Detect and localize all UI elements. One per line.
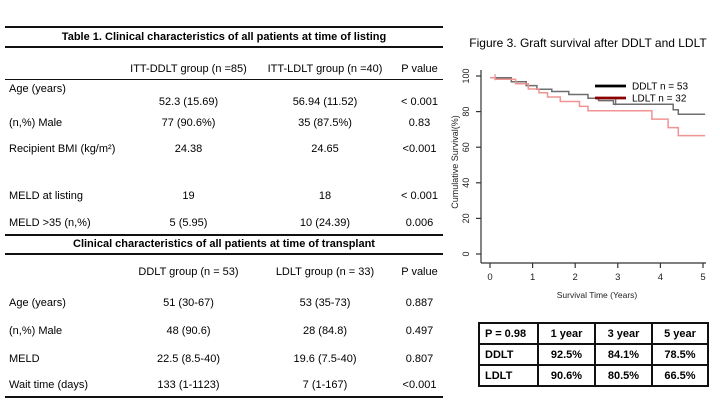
table-row: MELD at listing 19 18 < 0.001 <box>5 164 443 211</box>
cell-pvalue: 0.807 <box>405 353 434 365</box>
col-header-ittddlt: ITT-DDLT group (n =85) <box>123 48 254 80</box>
cell-pvalue: 0.006 <box>405 216 434 229</box>
table1-listing: ITT-DDLT group (n =85) ITT-LDLT group (n… <box>5 48 443 234</box>
cell-pvalue: < 0.001 <box>400 96 438 108</box>
table2-transplant: DDLT group (n = 53) LDLT group (n = 33) … <box>5 255 443 398</box>
survival-table-ldlt-row: LDLT 90.6% 80.5% 66.5% <box>478 364 709 387</box>
legend-label-ldlt: LDLT n = 32 <box>632 94 687 105</box>
cell-pvalue: <0.001 <box>402 378 437 391</box>
cell-value: 90.6% <box>537 364 596 387</box>
y-tick-label: 20 <box>461 213 471 223</box>
table-row: MELD >35 (n,%) 5 (5.95) 10 (24.39) 0.006 <box>5 211 443 234</box>
col-header-ldlt: LDLT group (n = 33) <box>275 265 375 278</box>
table-row: Recipient BMI (kg/m²) 24.38 24.65 <0.001 <box>5 134 443 164</box>
x-tick-label: 1 <box>530 272 535 283</box>
cell-pvalue: 0.83 <box>408 117 431 129</box>
cell-label: Recipient BMI (kg/m²) <box>9 143 116 155</box>
cell-pvalue: < 0.001 <box>400 190 438 202</box>
cell-pvalue: 0.887 <box>405 296 434 309</box>
y-tick-label: 60 <box>461 142 471 152</box>
table1-header-row: ITT-DDLT group (n =85) ITT-LDLT group (n… <box>5 48 443 80</box>
cell-pvalue-overall: P = 0.98 <box>478 322 539 345</box>
cell-ldlt: 53 (35-73) <box>299 296 351 309</box>
cell-label: MELD at listing <box>9 190 83 202</box>
x-tick-label: 0 <box>487 272 492 283</box>
cell-series: LDLT <box>478 364 539 387</box>
clinical-tables-panel: Table 1. Clinical characteristics of all… <box>5 26 443 398</box>
cell-ldlt: 24.65 <box>311 143 339 155</box>
km-survival-plot: 0 20 40 60 80 100 0 1 2 3 4 5 Cumulative Survival(%)… <box>450 68 706 300</box>
y-tick-label: 0 <box>461 251 471 256</box>
cell-ldlt: 18 <box>318 190 332 202</box>
cell-3year-header: 3 year <box>594 322 653 345</box>
cell-ddlt: 52.3 (15.69) <box>158 96 219 108</box>
cell-series: DDLT <box>478 343 539 366</box>
survival-rate-table: P = 0.98 1 year 3 year 5 year DDLT 92.5%… <box>478 322 709 387</box>
cell-label: Age (years) <box>9 296 66 309</box>
cell-ldlt: 10 (24.39) <box>299 216 351 229</box>
cell-value: 80.5% <box>594 364 653 387</box>
col-header-pvalue: P value <box>396 48 443 80</box>
table2-header-row: DDLT group (n = 53) LDLT group (n = 33) … <box>5 255 443 288</box>
x-tick-label: 3 <box>615 272 620 283</box>
cell-1year-header: 1 year <box>537 322 596 345</box>
km-curve-ldlt <box>490 77 706 137</box>
cell-label: MELD >35 (n,%) <box>9 216 91 229</box>
table-row: Age (years) 52.3 (15.69) 56.94 (11.52) <… <box>5 80 443 113</box>
cell-ldlt: 7 (1-167) <box>302 378 348 391</box>
col-header-ddlt: DDLT group (n = 53) <box>138 265 239 278</box>
cell-ldlt: 19.6 (7.5-40) <box>293 353 357 365</box>
cell-ddlt: 133 (1-1123) <box>157 378 220 391</box>
cell-ddlt: 19 <box>182 190 195 202</box>
cell-ddlt: 51 (30-67) <box>163 296 214 309</box>
col-header-empty <box>5 255 123 288</box>
survival-table-ddlt-row: DDLT 92.5% 84.1% 78.5% <box>478 343 709 366</box>
table-row: Wait time (days) 133 (1-1123) 7 (1-167) … <box>5 373 443 397</box>
cell-label: MELD <box>9 353 40 365</box>
y-tick-label: 80 <box>461 107 471 117</box>
table-row: (n,%) Male 77 (90.6%) 35 (87.5%) 0.83 <box>5 112 443 134</box>
cell-ddlt: 24.38 <box>174 143 203 155</box>
col-header-pvalue: P value <box>401 265 438 278</box>
table2-title: Clinical characteristics of all patients… <box>5 234 443 255</box>
x-tick-label: 5 <box>700 272 705 283</box>
survival-table-header-row: P = 0.98 1 year 3 year 5 year <box>478 322 709 345</box>
cell-ldlt: 28 (84.8) <box>302 325 348 337</box>
legend-label-ddlt: DDLT n = 53 <box>632 82 688 93</box>
cell-label: (n,%) Male <box>9 117 63 129</box>
x-tick-label: 2 <box>573 272 578 283</box>
table1-title: Table 1. Clinical characteristics of all… <box>5 26 443 48</box>
x-axis-title: Survival Time (Years) <box>557 290 638 300</box>
cell-label: Wait time (days) <box>9 378 89 391</box>
cell-ddlt: 77 (90.6%) <box>161 117 216 129</box>
y-tick-label: 100 <box>461 68 471 83</box>
table-row: Age (years) 51 (30-67) 53 (35-73) 0.887 <box>5 288 443 317</box>
table-row: MELD 22.5 (8.5-40) 19.6 (7.5-40) 0.807 <box>5 345 443 373</box>
cell-value: 78.5% <box>651 343 709 366</box>
y-tick-label: 40 <box>461 178 471 188</box>
cell-pvalue: 0.497 <box>405 325 434 337</box>
figure-title: Figure 3. Graft survival after DDLT and … <box>469 36 707 50</box>
cell-label: Age (years) <box>9 83 66 95</box>
cell-value: 84.1% <box>594 343 653 366</box>
cell-ldlt: 56.94 (11.52) <box>292 96 358 108</box>
col-header-ittldlt: ITT-LDLT group (n =40) <box>254 48 396 80</box>
cell-ddlt: 22.5 (8.5-40) <box>157 353 220 365</box>
cell-value: 66.5% <box>651 364 709 387</box>
table-row: (n,%) Male 48 (90.6) 28 (84.8) 0.497 <box>5 317 443 345</box>
cell-ddlt: 5 (5.95) <box>169 216 208 229</box>
cell-ldlt: 35 (87.5%) <box>298 117 352 129</box>
cell-5year-header: 5 year <box>651 322 709 345</box>
cell-pvalue: <0.001 <box>402 143 437 155</box>
cell-label: (n,%) Male <box>9 325 63 337</box>
cell-value: 92.5% <box>537 343 596 366</box>
x-tick-label: 4 <box>658 272 663 283</box>
col-header-empty <box>5 48 123 80</box>
cell-ddlt: 48 (90.6) <box>166 325 211 337</box>
y-axis-title: Cumulative Survival(%) <box>450 115 460 209</box>
